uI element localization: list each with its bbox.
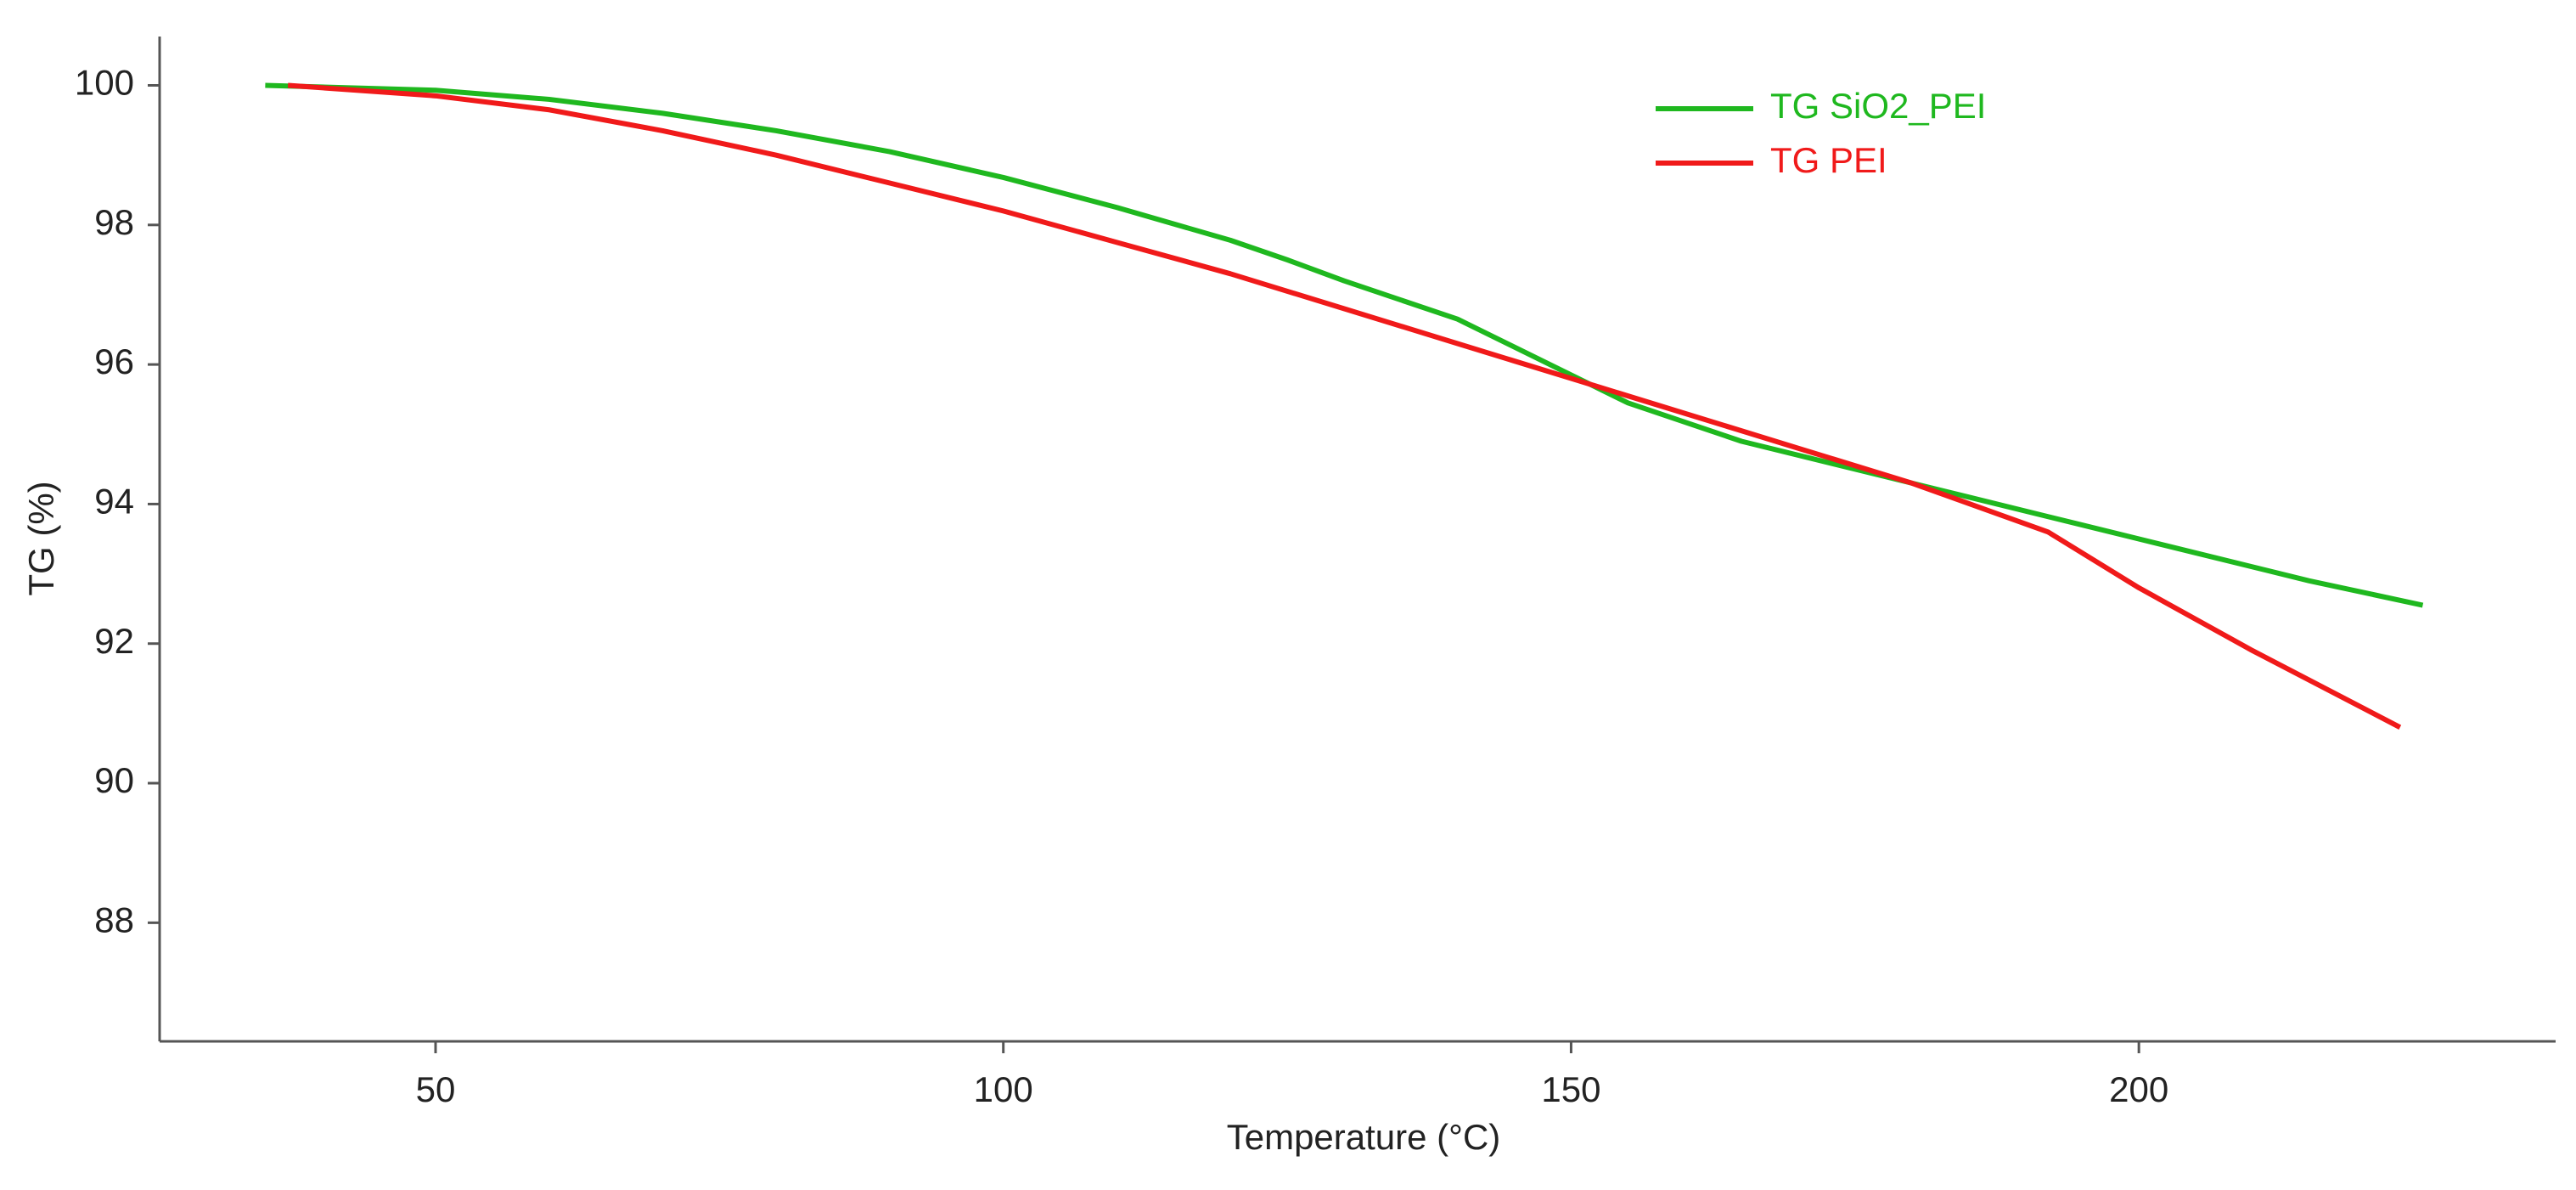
y-tick-label: 90 [94, 760, 134, 800]
x-axis-title: Temperature (°C) [1227, 1117, 1501, 1157]
series-line [265, 82, 2424, 608]
x-tick-label: 100 [974, 1069, 1033, 1109]
y-tick-label: 96 [94, 341, 134, 381]
y-tick-label: 88 [94, 900, 134, 939]
y-tick-label: 98 [94, 202, 134, 242]
legend-label: TG PEI [1770, 140, 1887, 180]
x-tick-label: 50 [416, 1069, 456, 1109]
y-tick-label: 100 [75, 63, 134, 103]
x-tick-label: 200 [2109, 1069, 2168, 1109]
y-axis-title: TG (%) [21, 481, 61, 595]
legend-label: TG SiO2_PEI [1770, 86, 1986, 126]
x-tick-label: 150 [1541, 1069, 1600, 1109]
series-line [287, 82, 2402, 730]
y-tick-label: 92 [94, 621, 134, 661]
y-tick-label: 94 [94, 482, 134, 522]
